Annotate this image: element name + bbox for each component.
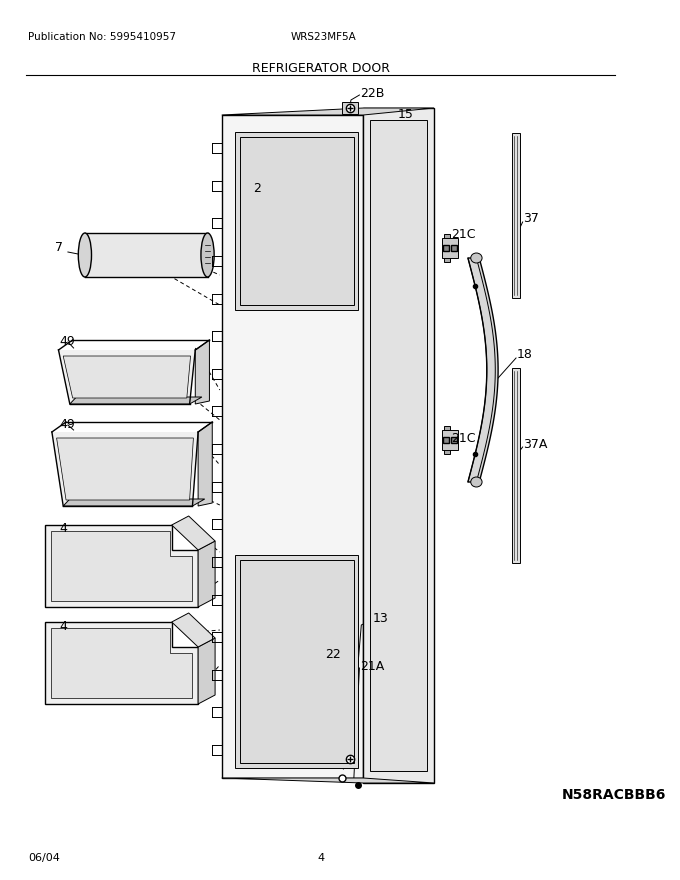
Text: 7: 7 (55, 240, 63, 253)
Polygon shape (198, 422, 212, 506)
Text: 15: 15 (398, 108, 414, 121)
Polygon shape (70, 397, 202, 404)
Bar (441, 238, 458, 258)
Bar (85, 233, 207, 277)
Polygon shape (56, 438, 193, 500)
Polygon shape (222, 778, 434, 783)
Text: 06/04: 06/04 (29, 853, 60, 863)
Text: 2: 2 (253, 182, 260, 195)
Bar (363, 108, 434, 783)
Polygon shape (63, 499, 205, 506)
Polygon shape (195, 340, 209, 404)
Ellipse shape (201, 233, 214, 277)
Polygon shape (171, 613, 215, 647)
Polygon shape (46, 525, 198, 607)
Polygon shape (52, 432, 198, 506)
Bar (441, 430, 458, 450)
Text: REFRIGERATOR DOOR: REFRIGERATOR DOOR (252, 62, 390, 75)
Text: 37: 37 (524, 212, 539, 225)
Polygon shape (51, 628, 192, 698)
Polygon shape (63, 356, 190, 398)
Text: Publication No: 5995410957: Publication No: 5995410957 (29, 32, 176, 42)
Text: 18: 18 (517, 348, 533, 361)
Ellipse shape (78, 233, 92, 277)
Text: 37A: 37A (524, 438, 548, 451)
Polygon shape (198, 638, 215, 704)
Text: 49: 49 (59, 418, 75, 431)
Ellipse shape (471, 477, 482, 487)
Bar (512, 133, 520, 298)
Polygon shape (222, 108, 434, 115)
Text: 4: 4 (317, 853, 324, 863)
Bar (444, 234, 450, 262)
Bar (235, 555, 358, 768)
Bar (239, 137, 354, 305)
Bar (370, 120, 427, 771)
Polygon shape (198, 541, 215, 607)
Text: 21A: 21A (360, 660, 385, 673)
Bar (512, 368, 520, 563)
Polygon shape (171, 516, 215, 550)
Text: 21C: 21C (451, 228, 475, 241)
Text: 22B: 22B (360, 87, 385, 100)
Polygon shape (51, 531, 192, 601)
Polygon shape (58, 350, 195, 404)
Bar (239, 560, 354, 763)
Polygon shape (46, 622, 198, 704)
Text: 4: 4 (59, 522, 67, 535)
Bar (235, 132, 358, 310)
Text: 21C: 21C (451, 432, 475, 445)
Text: 49: 49 (59, 335, 75, 348)
Bar (222, 115, 363, 778)
Bar (343, 102, 358, 114)
Text: WRS23MF5A: WRS23MF5A (290, 32, 356, 42)
Text: N58RACBBB6: N58RACBBB6 (561, 788, 666, 802)
Text: 4: 4 (59, 620, 67, 633)
Polygon shape (468, 258, 498, 482)
Ellipse shape (471, 253, 482, 263)
Bar (444, 426, 450, 454)
Text: 22: 22 (326, 648, 341, 661)
Text: 13: 13 (373, 612, 388, 625)
